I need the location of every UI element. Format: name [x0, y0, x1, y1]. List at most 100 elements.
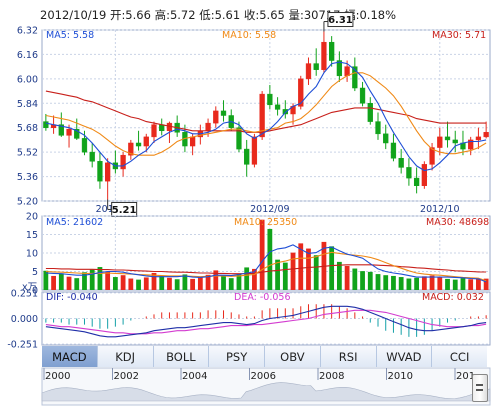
candle-body — [444, 136, 451, 141]
volume-bar — [74, 278, 80, 290]
tab-obv[interactable]: OBV — [265, 346, 321, 367]
candle-body — [367, 103, 373, 122]
candle-body — [321, 41, 327, 70]
tab-macd[interactable]: MACD — [42, 346, 98, 367]
volume-bar — [421, 276, 427, 290]
volume-bar — [360, 271, 365, 290]
overview-year-label: 2002 — [114, 371, 139, 382]
price-tick-label: 5.36 — [17, 172, 38, 183]
candle-body — [359, 87, 366, 104]
overview-year-label: 2004 — [182, 371, 207, 382]
candle-body — [298, 78, 304, 107]
candle-body — [213, 110, 219, 124]
macd-dif-line — [45, 305, 487, 338]
price-tick-label: 5.84 — [17, 99, 38, 110]
volume-tick-label: 10 — [26, 249, 38, 260]
candle-body — [189, 136, 196, 147]
overview-year-label: 201 — [456, 371, 475, 382]
volume-ma5-label: MA5: 21602 — [46, 217, 103, 228]
date-tick-label: 2012/10 — [420, 204, 459, 215]
volume-bar — [398, 277, 404, 290]
overview-year-label: 2008 — [319, 371, 344, 382]
overview-year-label: 2010 — [388, 371, 413, 382]
candle-body — [89, 151, 95, 162]
volume-ma10-line — [45, 251, 487, 282]
volume-bar — [282, 262, 288, 290]
candle-body — [58, 124, 64, 136]
volume-bar — [105, 271, 111, 290]
volume-bar — [352, 268, 358, 290]
tab-wvad[interactable]: WVAD — [376, 346, 433, 367]
price-ma30-line — [45, 90, 487, 133]
candle-body — [135, 142, 142, 147]
volume-bar — [252, 268, 257, 290]
candle-body — [375, 121, 381, 135]
tab-rsi[interactable]: RSI — [320, 346, 377, 367]
price-ma10-line — [45, 72, 487, 156]
candle-body — [97, 161, 103, 182]
high-callout-box — [327, 12, 354, 28]
candle-body — [220, 110, 227, 116]
candle-body — [274, 104, 281, 110]
overview-drag-handle[interactable] — [472, 374, 488, 402]
quote-header: 2012/10/19 开:5.66 高:5.72 低:5.61 收:5.65 量… — [40, 8, 396, 22]
volume-bar — [313, 255, 319, 290]
candle-body — [81, 138, 88, 153]
candle-body — [267, 93, 273, 106]
macd-dea-label: DEA: -0.056 — [234, 292, 291, 303]
volume-bar — [221, 275, 226, 290]
tab-kdj[interactable]: KDJ — [97, 346, 154, 367]
candle-body — [43, 121, 49, 128]
candle-body — [383, 133, 389, 144]
volume-ma30-label: MA30: 48698 — [426, 217, 489, 228]
volume-bar — [298, 243, 304, 290]
macd-tick-label: -0.251 — [7, 340, 38, 351]
volume-bar — [190, 278, 196, 290]
volume-bar — [151, 272, 157, 290]
candle-body — [143, 136, 149, 147]
candle-body — [398, 158, 404, 168]
volume-bar — [236, 273, 242, 290]
candle-body — [151, 124, 157, 138]
tab-psy[interactable]: PSY — [209, 346, 265, 367]
volume-bar — [58, 273, 64, 290]
candle-body — [421, 164, 427, 186]
price-tick-label: 5.20 — [17, 197, 38, 208]
volume-bar — [476, 278, 481, 290]
candle-body — [413, 177, 420, 186]
volume-bar — [367, 271, 373, 290]
candle-body — [205, 122, 211, 132]
candle-body — [468, 139, 474, 150]
volume-tick-label: 15 — [26, 230, 38, 241]
candle-body — [74, 128, 80, 139]
tab-cci[interactable]: CCI — [432, 346, 487, 367]
volume-bar — [414, 277, 420, 290]
candle-body — [120, 154, 126, 170]
volume-ma5-line — [45, 244, 487, 283]
volume-bar — [383, 275, 389, 290]
candle-body — [105, 162, 111, 182]
volume-bar — [329, 246, 335, 290]
volume-ma10-label: MA10: 25350 — [234, 217, 297, 228]
tab-boll[interactable]: BOLL — [153, 346, 210, 367]
volume-bar — [290, 252, 296, 290]
price-ma10-label: MA10: 5.58 — [222, 30, 276, 41]
volume-bar — [128, 278, 134, 290]
candle-body — [66, 128, 72, 136]
candle-body — [128, 142, 134, 156]
volume-bar — [182, 274, 188, 290]
price-tick-label: 6.00 — [17, 74, 38, 85]
volume-bar — [136, 279, 141, 290]
price-tick-label: 5.68 — [17, 123, 38, 134]
price-ma30-label: MA30: 5.71 — [432, 30, 486, 41]
volume-bar — [159, 275, 165, 290]
volume-bar — [51, 275, 56, 290]
volume-bar — [82, 272, 87, 290]
volume-bar — [228, 278, 234, 290]
candle-body — [475, 136, 482, 141]
volume-bar — [267, 228, 273, 290]
volume-bar — [43, 270, 49, 290]
price-tick-label: 6.16 — [17, 50, 38, 61]
volume-tick-label: 20 — [26, 212, 38, 223]
